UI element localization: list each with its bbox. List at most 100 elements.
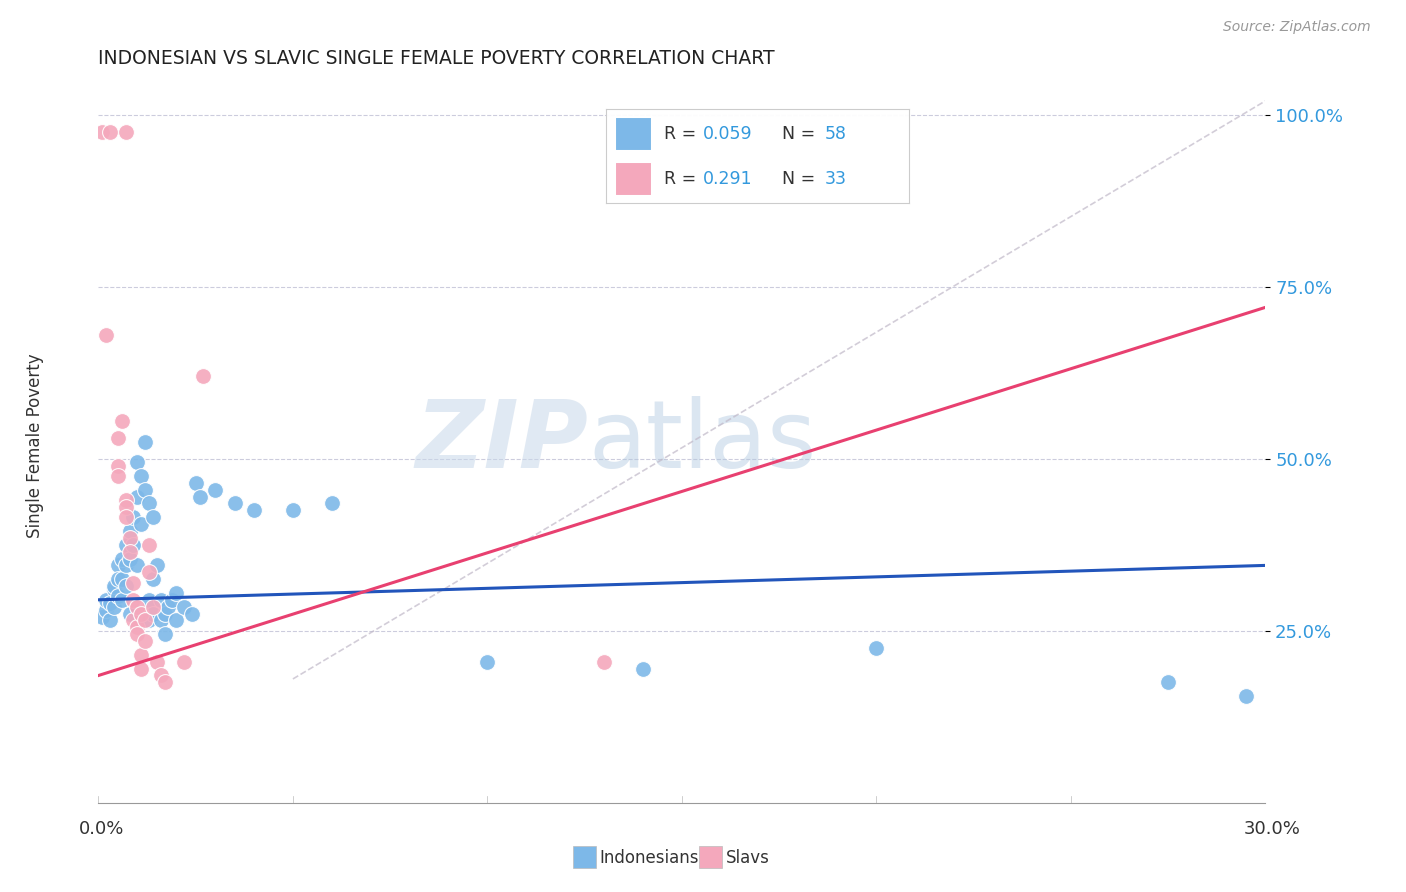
- Point: [114, 579, 136, 593]
- Point: [114, 493, 136, 508]
- Point: [127, 599, 149, 614]
- Point: [165, 586, 187, 600]
- Point: [138, 538, 160, 552]
- Point: [114, 500, 136, 514]
- Point: [865, 640, 887, 655]
- Point: [173, 655, 195, 669]
- Point: [98, 125, 121, 139]
- Text: 0.0%: 0.0%: [79, 820, 124, 838]
- Point: [134, 483, 156, 497]
- Point: [142, 572, 165, 586]
- Point: [103, 582, 125, 597]
- Point: [107, 458, 129, 473]
- Point: [188, 490, 211, 504]
- Point: [122, 592, 145, 607]
- FancyBboxPatch shape: [572, 846, 596, 869]
- Point: [107, 431, 129, 445]
- Point: [96, 592, 118, 607]
- Point: [138, 614, 160, 628]
- Point: [107, 572, 129, 586]
- Point: [127, 455, 149, 469]
- Point: [153, 675, 176, 690]
- Point: [118, 524, 141, 538]
- Text: 58: 58: [824, 125, 846, 143]
- Point: [122, 575, 145, 590]
- Point: [114, 558, 136, 573]
- Text: N =: N =: [782, 125, 821, 143]
- Point: [184, 475, 207, 490]
- Point: [96, 603, 118, 617]
- Point: [153, 627, 176, 641]
- Point: [224, 496, 246, 510]
- Point: [149, 668, 172, 682]
- Text: 33: 33: [824, 169, 846, 187]
- Point: [593, 655, 616, 669]
- Text: Single Female Poverty: Single Female Poverty: [27, 354, 44, 538]
- FancyBboxPatch shape: [616, 161, 651, 195]
- Point: [96, 327, 118, 342]
- Point: [142, 607, 165, 621]
- Point: [134, 634, 156, 648]
- Text: ZIP: ZIP: [416, 395, 589, 488]
- Point: [103, 599, 125, 614]
- Point: [157, 599, 180, 614]
- Point: [114, 538, 136, 552]
- Point: [129, 662, 152, 676]
- Point: [146, 558, 169, 573]
- Point: [1234, 689, 1257, 703]
- Point: [477, 655, 499, 669]
- Point: [193, 369, 215, 384]
- Point: [107, 590, 129, 604]
- Point: [129, 648, 152, 662]
- Point: [118, 544, 141, 558]
- Point: [122, 510, 145, 524]
- Point: [631, 662, 654, 676]
- Point: [149, 614, 172, 628]
- Point: [98, 596, 121, 610]
- Point: [142, 510, 165, 524]
- Text: Slavs: Slavs: [727, 849, 770, 867]
- Point: [243, 503, 266, 517]
- Point: [321, 496, 343, 510]
- FancyBboxPatch shape: [616, 117, 651, 151]
- Point: [138, 566, 160, 580]
- Point: [127, 627, 149, 641]
- Point: [118, 531, 141, 545]
- Text: Source: ZipAtlas.com: Source: ZipAtlas.com: [1223, 21, 1371, 34]
- Point: [281, 503, 304, 517]
- Point: [111, 592, 134, 607]
- Point: [165, 614, 187, 628]
- Point: [129, 607, 152, 621]
- Point: [1157, 675, 1180, 690]
- Text: R =: R =: [664, 169, 702, 187]
- Text: N =: N =: [782, 169, 821, 187]
- Text: 0.059: 0.059: [703, 125, 752, 143]
- Point: [91, 125, 114, 139]
- Point: [91, 610, 114, 624]
- Point: [204, 483, 226, 497]
- Point: [107, 469, 129, 483]
- Point: [111, 551, 134, 566]
- Point: [122, 614, 145, 628]
- Text: atlas: atlas: [589, 395, 817, 488]
- Point: [122, 538, 145, 552]
- Point: [118, 607, 141, 621]
- Point: [114, 510, 136, 524]
- Point: [114, 125, 136, 139]
- Point: [111, 414, 134, 428]
- Point: [129, 517, 152, 532]
- Point: [146, 655, 169, 669]
- Point: [153, 607, 176, 621]
- Point: [173, 599, 195, 614]
- Text: Indonesians: Indonesians: [600, 849, 699, 867]
- Point: [180, 607, 202, 621]
- Text: 30.0%: 30.0%: [1244, 820, 1301, 838]
- Point: [138, 592, 160, 607]
- Point: [134, 614, 156, 628]
- Text: 0.291: 0.291: [703, 169, 752, 187]
- Point: [127, 558, 149, 573]
- Point: [103, 579, 125, 593]
- FancyBboxPatch shape: [699, 846, 723, 869]
- Point: [162, 592, 184, 607]
- Point: [107, 558, 129, 573]
